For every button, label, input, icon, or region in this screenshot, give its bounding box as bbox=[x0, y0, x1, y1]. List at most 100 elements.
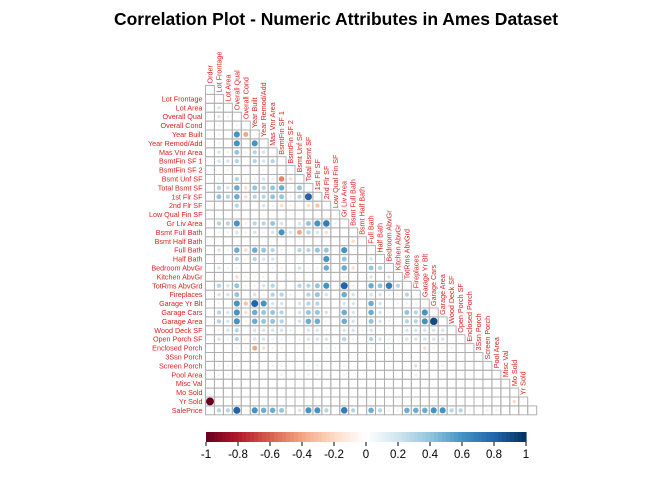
corr-circle bbox=[495, 400, 498, 403]
corr-circle bbox=[234, 203, 240, 209]
corr-circle bbox=[396, 382, 399, 385]
corr-circle bbox=[343, 240, 346, 243]
corr-circle bbox=[378, 319, 383, 324]
corr-circle bbox=[233, 131, 241, 138]
column-label-lot-area: Lot Area bbox=[223, 75, 232, 102]
row-label-totrms-abvgrd: TotRms AbvGrd bbox=[152, 281, 202, 290]
column-label-1st-flr-sf: 1st Flr SF bbox=[313, 159, 322, 191]
corr-circle bbox=[495, 382, 498, 385]
corr-circle bbox=[261, 194, 267, 200]
corr-circle bbox=[361, 320, 364, 323]
corr-circle bbox=[235, 400, 238, 403]
corr-circle bbox=[216, 283, 222, 289]
corr-circle bbox=[441, 346, 445, 350]
corr-circle bbox=[208, 115, 212, 118]
corr-circle bbox=[306, 203, 311, 208]
corr-circle bbox=[280, 355, 283, 359]
corr-circle bbox=[298, 373, 301, 376]
column-label-wood-deck-sf: Wood Deck SF bbox=[447, 275, 456, 324]
corr-circle bbox=[225, 328, 230, 333]
corr-circle bbox=[405, 400, 408, 403]
corr-circle bbox=[243, 194, 248, 199]
corr-circle bbox=[289, 364, 292, 367]
colorbar-segment bbox=[446, 432, 451, 442]
corr-circle bbox=[334, 320, 337, 323]
corr-circle bbox=[233, 220, 241, 227]
corr-circle bbox=[226, 382, 229, 385]
corr-circle bbox=[378, 292, 383, 297]
corr-circle bbox=[251, 247, 258, 254]
corr-circle bbox=[226, 142, 229, 145]
corr-circle bbox=[216, 337, 221, 342]
grid-cell bbox=[303, 182, 314, 193]
colorbar-segment bbox=[462, 432, 467, 442]
corr-circle bbox=[216, 185, 222, 191]
corr-circle bbox=[441, 391, 444, 394]
corr-circle bbox=[325, 364, 328, 367]
corr-circle bbox=[280, 284, 283, 287]
corr-circle bbox=[343, 346, 346, 350]
colorbar-segment bbox=[466, 432, 471, 442]
colorbar-segment bbox=[342, 432, 347, 442]
corr-circle bbox=[333, 221, 337, 225]
grid-cell bbox=[473, 352, 484, 362]
colorbar-segment bbox=[366, 432, 371, 442]
corr-circle bbox=[260, 318, 267, 325]
corr-circle bbox=[235, 346, 239, 350]
corr-circle bbox=[271, 346, 275, 350]
row-label-overall-qual: Overall Qual bbox=[163, 112, 203, 121]
colorbar-tick-label: -0.6 bbox=[260, 449, 280, 461]
corr-circle bbox=[351, 337, 355, 341]
corr-circle bbox=[334, 284, 337, 287]
corr-circle bbox=[361, 346, 364, 350]
corr-circle bbox=[378, 382, 382, 385]
colorbar-segment bbox=[250, 432, 255, 442]
corr-circle bbox=[333, 346, 337, 350]
corr-circle bbox=[280, 373, 284, 377]
row-label-half-bath: Half Bath bbox=[173, 255, 203, 264]
colorbar-segment bbox=[242, 432, 247, 442]
corr-circle bbox=[351, 292, 356, 297]
corr-circle bbox=[262, 266, 265, 270]
corr-circle bbox=[386, 274, 391, 279]
corr-circle bbox=[306, 292, 311, 298]
corr-circle bbox=[250, 299, 259, 308]
corr-circle bbox=[450, 391, 453, 394]
colorbar-segment bbox=[258, 432, 263, 442]
corr-circle bbox=[423, 364, 426, 367]
corr-circle bbox=[271, 373, 274, 376]
corr-circle bbox=[414, 346, 417, 350]
corr-circle bbox=[341, 264, 348, 272]
corr-circle bbox=[216, 150, 221, 155]
corr-circle bbox=[459, 382, 462, 385]
corr-circle bbox=[253, 177, 257, 181]
corr-circle bbox=[269, 309, 276, 316]
corr-circle bbox=[226, 240, 229, 243]
corr-circle bbox=[296, 185, 303, 191]
corr-circle bbox=[234, 149, 240, 155]
row-label-2nd-flr-sf: 2nd Flr SF bbox=[169, 201, 203, 210]
colorbar-segment bbox=[498, 432, 503, 442]
corr-circle bbox=[225, 292, 230, 297]
colorbar-segment bbox=[390, 432, 395, 442]
corr-circle bbox=[244, 373, 247, 376]
corr-circle bbox=[305, 318, 312, 325]
column-label-screen-porch: Screen Porch bbox=[483, 316, 492, 360]
corr-circle bbox=[341, 336, 347, 342]
corr-circle bbox=[315, 230, 320, 235]
corr-circle bbox=[208, 169, 212, 172]
corr-circle bbox=[468, 373, 471, 376]
corr-circle bbox=[271, 240, 274, 243]
corr-circle bbox=[244, 293, 247, 296]
corr-circle bbox=[361, 302, 364, 305]
colorbar-segment bbox=[226, 432, 231, 442]
colorbar-segment bbox=[418, 432, 423, 442]
corr-circle bbox=[351, 239, 356, 244]
corr-circle bbox=[385, 282, 393, 290]
corr-circle bbox=[468, 364, 471, 367]
row-label-fireplaces: Fireplaces bbox=[169, 290, 203, 299]
column-label-bsmtfin-sf-1: BsmtFin SF 1 bbox=[277, 111, 286, 155]
corr-circle bbox=[368, 309, 375, 316]
corr-circle bbox=[307, 213, 310, 216]
grid-cell bbox=[437, 316, 448, 327]
